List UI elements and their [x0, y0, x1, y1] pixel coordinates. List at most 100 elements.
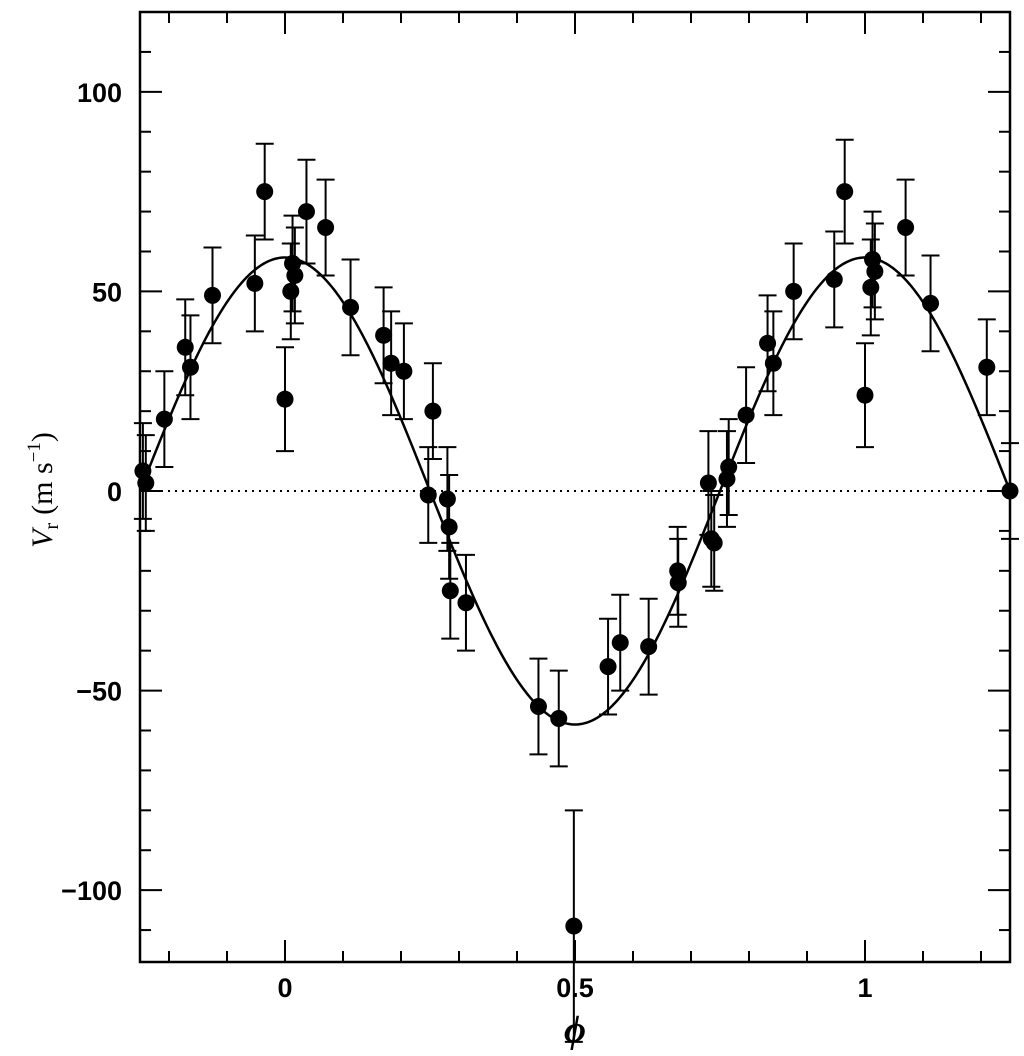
data-point [825, 230, 844, 329]
data-point [285, 226, 304, 325]
data-point [835, 138, 854, 245]
point-marker [276, 390, 294, 408]
point-marker [181, 358, 199, 376]
point-marker [529, 698, 547, 716]
data-point [896, 178, 915, 277]
data-point [549, 669, 568, 768]
data-point [784, 242, 803, 341]
point-marker [759, 334, 777, 352]
point-marker [836, 183, 854, 201]
data-point [921, 254, 940, 353]
data-point [136, 434, 155, 532]
data-point [176, 298, 195, 397]
data-point [611, 593, 630, 692]
point-marker [297, 203, 315, 221]
data-points [133, 138, 1019, 1043]
y-tick-label: 100 [77, 78, 122, 108]
data-point [865, 222, 884, 321]
data-point [737, 366, 756, 465]
point-marker [424, 402, 442, 420]
y-tick-label: 0 [107, 477, 122, 507]
point-marker [286, 266, 304, 284]
point-marker [720, 458, 738, 476]
point-marker [342, 298, 360, 316]
data-point [438, 446, 457, 552]
data-point [440, 474, 459, 580]
data-point [374, 286, 393, 385]
y-axis-unit-close: ) [26, 432, 59, 442]
data-point [394, 322, 413, 421]
point-marker [866, 262, 884, 280]
x-tick-label: 0.5 [556, 973, 594, 1003]
data-point [564, 809, 583, 1043]
data-point [705, 493, 724, 592]
data-point [203, 246, 222, 345]
point-marker [550, 710, 568, 728]
data-point [276, 346, 294, 453]
point-marker [155, 410, 173, 428]
point-marker [705, 534, 723, 552]
data-point [529, 657, 548, 756]
data-point [419, 446, 438, 544]
tick-marks [140, 11, 1010, 962]
point-marker [317, 219, 335, 237]
point-marker [922, 294, 940, 312]
x-tick-label: 1 [857, 973, 872, 1003]
y-tick-label: 50 [92, 277, 122, 307]
point-marker [825, 270, 843, 288]
y-axis-unit: (m s [26, 462, 59, 515]
y-tick-label: −50 [76, 677, 122, 707]
y-axis-symbol: V [26, 526, 59, 548]
point-marker [282, 282, 300, 300]
point-marker [204, 286, 221, 304]
y-axis-title: Vr (m s−1) [24, 432, 63, 548]
point-marker [256, 183, 274, 201]
x-tick-label: 0 [277, 973, 292, 1003]
point-marker [375, 326, 393, 344]
point-marker [440, 518, 458, 536]
point-marker [764, 354, 782, 372]
y-axis-subscript: r [41, 523, 63, 530]
y-axis-unit-exponent: −1 [24, 442, 45, 462]
data-point [423, 362, 442, 461]
point-marker [395, 362, 413, 380]
x-axis-title: ϕ [564, 1009, 586, 1051]
point-marker [441, 582, 459, 600]
data-point [456, 553, 475, 652]
data-point [133, 422, 152, 520]
plot-frame [138, 10, 1012, 964]
point-marker [669, 574, 687, 592]
data-point [255, 142, 274, 241]
data-point [297, 158, 316, 265]
data-point [316, 178, 335, 277]
point-marker [457, 594, 475, 612]
point-marker [611, 634, 629, 652]
point-marker [246, 274, 264, 292]
data-point [977, 318, 996, 417]
point-marker [599, 658, 617, 676]
data-point [181, 314, 200, 421]
data-point [441, 541, 460, 640]
data-point [283, 214, 302, 313]
data-point [382, 310, 401, 417]
point-marker [699, 474, 717, 492]
point-marker [419, 486, 437, 504]
tick-labels: 0 0.5 1 100 50 0 −50 −100 [61, 78, 872, 1003]
point-marker [897, 219, 915, 237]
point-marker [640, 638, 658, 656]
point-marker [862, 278, 880, 296]
data-point [639, 597, 658, 696]
data-point [599, 617, 618, 716]
point-marker [856, 386, 874, 404]
data-point [717, 430, 736, 528]
data-point [764, 310, 783, 417]
data-point [341, 258, 360, 357]
point-marker [737, 406, 755, 424]
point-marker [565, 917, 583, 935]
point-marker [137, 474, 155, 492]
data-point [856, 342, 874, 449]
data-point [245, 234, 264, 333]
point-marker [785, 282, 803, 300]
data-point [669, 537, 688, 628]
